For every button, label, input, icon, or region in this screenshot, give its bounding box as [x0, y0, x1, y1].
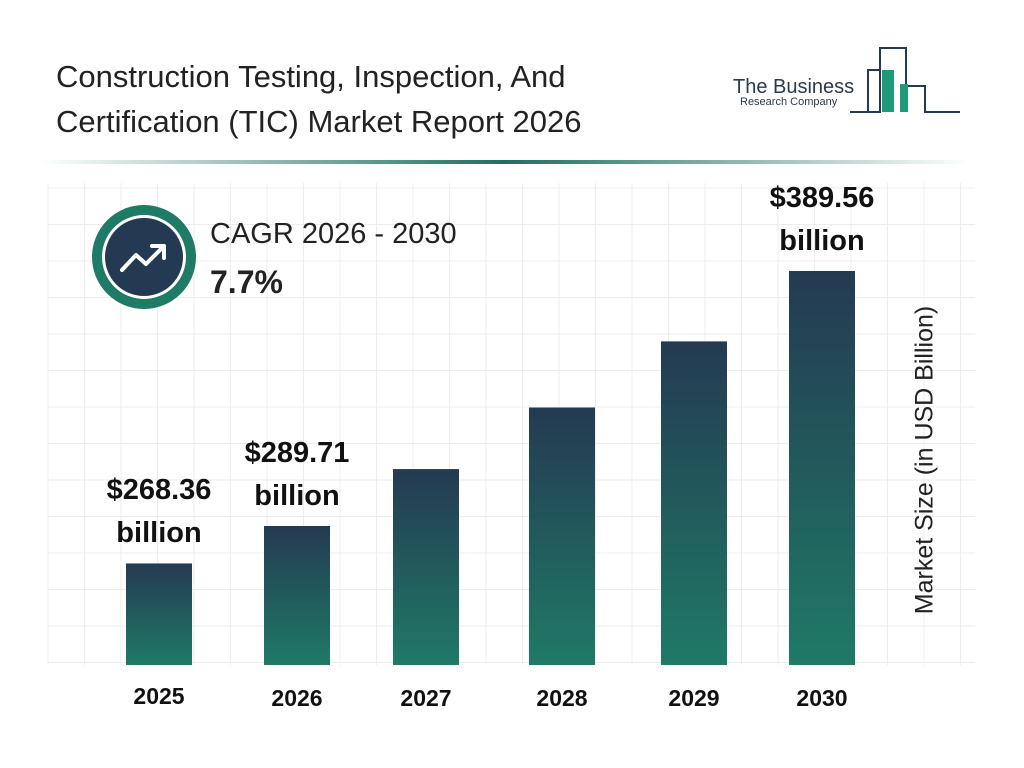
data-label-value: $389.56 [769, 182, 875, 214]
logo-line1: The Business [733, 76, 855, 98]
x-tick-label: 2029 [668, 685, 720, 711]
logo-line2: Research Company [740, 96, 838, 108]
data-label-value: $268.36 [106, 474, 212, 507]
data-label-unit: billion [779, 225, 865, 257]
trending-up-icon [120, 244, 166, 272]
bar-2030 [789, 271, 855, 665]
logo-bars-icon [850, 47, 960, 113]
y-axis-label: Market Size (in USD Billion) [910, 305, 939, 615]
data-label: $268.36 billion [107, 469, 212, 555]
bar-2027 [393, 469, 459, 665]
bar-2025 [126, 563, 192, 665]
x-tick-label: 2026 [271, 685, 323, 711]
data-label-value: $289.71 [244, 437, 350, 469]
data-label-unit: billion [116, 517, 202, 550]
data-label-unit: billion [254, 480, 340, 512]
x-tick-label: 2025 [133, 683, 185, 709]
data-label: $389.56 billion [770, 177, 875, 263]
company-logo: The Business Research Company [730, 44, 970, 119]
bar-2029 [661, 341, 727, 665]
cagr-badge [92, 205, 196, 309]
bar-2026 [264, 526, 330, 665]
page-title: Construction Testing, Inspection, And Ce… [56, 59, 582, 139]
x-tick-label: 2027 [400, 685, 452, 711]
x-tick-label: 2028 [536, 685, 588, 711]
divider [40, 160, 970, 164]
bar-2028 [529, 407, 595, 665]
cagr-label: CAGR 2026 - 2030 [210, 218, 457, 250]
data-label: $289.71 billion [245, 432, 350, 518]
x-tick-label: 2030 [796, 685, 848, 711]
cagr-value: 7.7% [210, 264, 283, 300]
